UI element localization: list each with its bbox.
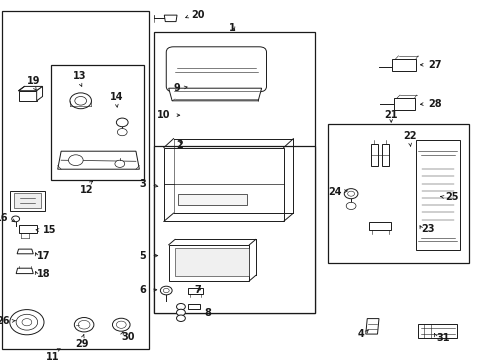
Text: 13: 13 xyxy=(72,71,86,81)
Circle shape xyxy=(112,318,130,331)
Polygon shape xyxy=(391,59,415,71)
Polygon shape xyxy=(178,194,246,205)
Circle shape xyxy=(163,288,169,293)
Polygon shape xyxy=(37,86,42,101)
Bar xyxy=(154,146,315,313)
Polygon shape xyxy=(58,151,139,169)
Circle shape xyxy=(116,321,126,328)
Bar xyxy=(51,65,144,180)
Circle shape xyxy=(344,189,357,199)
Text: 19: 19 xyxy=(26,76,40,86)
Text: 29: 29 xyxy=(75,339,89,349)
FancyBboxPatch shape xyxy=(166,47,266,92)
Polygon shape xyxy=(415,140,459,250)
Text: 30: 30 xyxy=(121,332,135,342)
Text: 27: 27 xyxy=(427,60,441,70)
Circle shape xyxy=(10,310,44,335)
Text: 15: 15 xyxy=(43,225,57,235)
Text: 10: 10 xyxy=(156,110,170,120)
Polygon shape xyxy=(417,324,456,338)
Polygon shape xyxy=(368,222,390,230)
Polygon shape xyxy=(393,98,414,110)
Polygon shape xyxy=(19,91,37,101)
Circle shape xyxy=(115,160,124,167)
Circle shape xyxy=(78,320,90,329)
Text: 6: 6 xyxy=(139,285,145,295)
Text: 11: 11 xyxy=(46,352,60,360)
Text: 31: 31 xyxy=(435,333,449,343)
Circle shape xyxy=(117,129,127,136)
Circle shape xyxy=(347,191,354,196)
Text: 18: 18 xyxy=(37,269,50,279)
Text: 8: 8 xyxy=(204,308,211,318)
Circle shape xyxy=(75,96,86,105)
Circle shape xyxy=(68,155,83,166)
Text: 26: 26 xyxy=(0,316,10,326)
Polygon shape xyxy=(163,148,283,221)
Text: 3: 3 xyxy=(139,179,145,189)
Text: 14: 14 xyxy=(109,91,123,102)
Polygon shape xyxy=(19,86,42,91)
Polygon shape xyxy=(168,245,249,281)
Circle shape xyxy=(12,216,20,222)
Text: 1: 1 xyxy=(228,23,235,33)
Circle shape xyxy=(346,202,355,210)
Polygon shape xyxy=(188,304,200,309)
Polygon shape xyxy=(175,248,249,276)
Polygon shape xyxy=(14,193,41,208)
Polygon shape xyxy=(168,88,261,101)
Text: 7: 7 xyxy=(194,285,201,295)
Text: 12: 12 xyxy=(80,185,94,195)
Text: 17: 17 xyxy=(37,251,50,261)
Polygon shape xyxy=(16,268,33,274)
Polygon shape xyxy=(19,225,37,233)
Text: 22: 22 xyxy=(402,131,416,141)
Circle shape xyxy=(74,318,94,332)
Circle shape xyxy=(176,303,185,310)
Text: 24: 24 xyxy=(327,186,341,197)
Text: 28: 28 xyxy=(427,99,441,109)
Circle shape xyxy=(16,314,38,330)
Bar xyxy=(2,11,149,349)
Text: 9: 9 xyxy=(173,83,180,93)
Polygon shape xyxy=(17,249,33,254)
Circle shape xyxy=(116,118,128,127)
Text: 25: 25 xyxy=(444,192,458,202)
Text: 20: 20 xyxy=(191,10,205,20)
Text: 23: 23 xyxy=(421,224,434,234)
Circle shape xyxy=(22,319,32,326)
Polygon shape xyxy=(10,191,45,211)
Polygon shape xyxy=(188,288,203,294)
Circle shape xyxy=(70,93,91,109)
Text: 4: 4 xyxy=(357,329,364,339)
Text: 21: 21 xyxy=(384,109,397,120)
Text: 2: 2 xyxy=(176,140,183,150)
Circle shape xyxy=(160,286,172,295)
Polygon shape xyxy=(370,144,377,166)
Polygon shape xyxy=(382,144,388,166)
Polygon shape xyxy=(164,15,177,22)
Bar xyxy=(327,124,468,263)
Polygon shape xyxy=(365,319,378,334)
Circle shape xyxy=(176,309,185,316)
Text: 16: 16 xyxy=(0,213,9,223)
Circle shape xyxy=(176,315,185,321)
Text: 5: 5 xyxy=(139,251,145,261)
Bar xyxy=(154,32,315,313)
